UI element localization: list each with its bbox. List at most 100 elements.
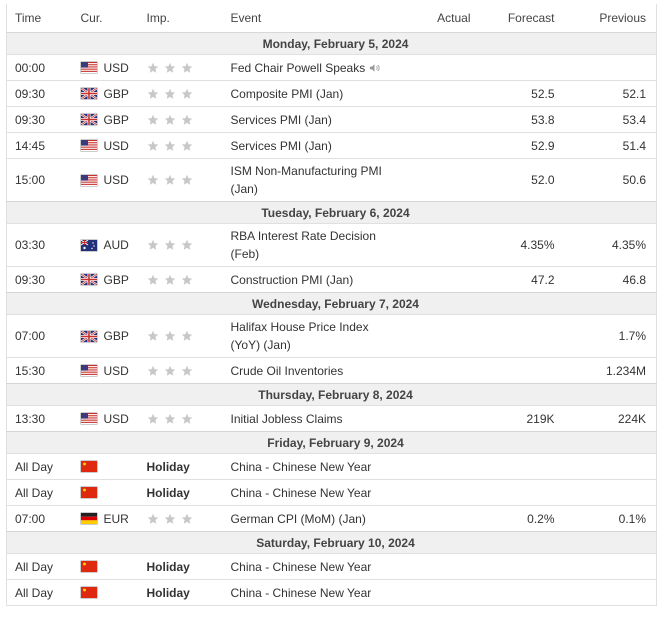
event-row[interactable]: All Day Holiday China - Chinese New Year [6, 553, 657, 580]
event-title[interactable]: Services PMI (Jan) [230, 112, 332, 127]
forecast-value [480, 579, 565, 606]
col-time[interactable]: Time [6, 4, 73, 33]
actual-value [414, 453, 481, 480]
importance-stars-icon [147, 365, 227, 377]
event-row[interactable]: 14:45 USD Services PMI (Jan) 52.9 51.4 [6, 132, 657, 159]
event-row[interactable]: 15:00 USD ISM Non-Manufacturing PMI (Jan) 5… [6, 158, 657, 202]
event-time: All Day [6, 579, 73, 606]
uk-flag-icon [80, 274, 97, 285]
importance-cell: Holiday [138, 553, 227, 580]
currency-code: AUD [103, 238, 129, 252]
currency-cell: EUR [72, 505, 139, 532]
importance-stars-icon [147, 274, 227, 286]
event-title[interactable]: China - Chinese New Year [230, 559, 372, 574]
event-name: China - Chinese New Year [226, 579, 415, 606]
col-forecast[interactable]: Forecast [480, 4, 565, 33]
previous-value [564, 553, 657, 580]
event-row[interactable]: 13:30 USD Initial Jobless Claims 219K 224K [6, 405, 657, 432]
forecast-value [480, 54, 565, 81]
event-title[interactable]: ISM Non-Manufacturing PMI (Jan) [230, 164, 382, 196]
event-title[interactable]: Crude Oil Inventories [230, 363, 344, 378]
us-flag-icon [80, 140, 97, 151]
event-row[interactable]: 07:00 EUR German CPI (MoM) (Jan) 0.2% 0.1% [6, 505, 657, 532]
event-row[interactable]: All Day Holiday China - Chinese New Year [6, 479, 657, 506]
event-name: Fed Chair Powell Speaks [226, 54, 415, 81]
event-title[interactable]: Services PMI (Jan) [230, 138, 332, 153]
event-title[interactable]: Fed Chair Powell Speaks [230, 60, 366, 75]
event-row[interactable]: All Day Holiday China - Chinese New Year [6, 579, 657, 606]
event-title[interactable]: Construction PMI (Jan) [230, 272, 354, 287]
date-label: Friday, February 9, 2024 [6, 431, 657, 454]
event-title[interactable]: German CPI (MoM) (Jan) [230, 511, 366, 526]
date-row: Thursday, February 8, 2024 [6, 383, 657, 406]
forecast-value: 4.35% [480, 223, 565, 267]
previous-value [564, 453, 657, 480]
event-title[interactable]: RBA Interest Rate Decision (Feb) [230, 229, 376, 261]
importance-stars-icon [147, 88, 227, 100]
event-row[interactable]: All Day Holiday China - Chinese New Year [6, 453, 657, 480]
actual-value [414, 54, 481, 81]
importance-stars-icon [147, 140, 227, 152]
event-title[interactable]: China - Chinese New Year [230, 485, 372, 500]
previous-value: 46.8 [564, 266, 657, 293]
event-row[interactable]: 00:00 USD Fed Chair Powell Speaks [6, 54, 657, 81]
col-previous[interactable]: Previous [564, 4, 657, 33]
importance-cell [138, 223, 227, 267]
importance-cell [138, 314, 227, 358]
importance-cell: Holiday [138, 579, 227, 606]
importance-cell [138, 80, 227, 107]
importance-cell [138, 266, 227, 293]
actual-value [414, 158, 481, 202]
event-name: China - Chinese New Year [226, 553, 415, 580]
us-flag-icon [80, 62, 97, 73]
event-time: 00:00 [6, 54, 73, 81]
actual-value [414, 80, 481, 107]
currency-cell: USD [72, 132, 139, 159]
germany-flag-icon [80, 513, 97, 524]
importance-cell: Holiday [138, 479, 227, 506]
col-actual[interactable]: Actual [414, 4, 481, 33]
col-importance[interactable]: Imp. [138, 4, 227, 33]
actual-value [414, 579, 481, 606]
col-currency[interactable]: Cur. [72, 4, 139, 33]
col-event[interactable]: Event [226, 4, 415, 33]
event-row[interactable]: 09:30 GBP Composite PMI (Jan) 52.5 52.1 [6, 80, 657, 107]
currency-cell: USD [72, 405, 139, 432]
importance-stars-icon [147, 513, 227, 525]
event-row[interactable]: 09:30 GBP Services PMI (Jan) 53.8 53.4 [6, 106, 657, 133]
actual-value [414, 314, 481, 358]
event-row[interactable]: 09:30 GBP Construction PMI (Jan) 47.2 46.8 [6, 266, 657, 293]
importance-stars-icon [147, 239, 227, 251]
importance-cell [138, 405, 227, 432]
event-time: 07:00 [6, 505, 73, 532]
event-title[interactable]: China - Chinese New Year [230, 459, 372, 474]
previous-value: 4.35% [564, 223, 657, 267]
previous-value: 1.7% [564, 314, 657, 358]
currency-code: USD [103, 411, 129, 426]
forecast-value: 0.2% [480, 505, 565, 532]
china-flag-icon [80, 587, 97, 598]
forecast-value [480, 357, 565, 384]
actual-value [414, 106, 481, 133]
importance-cell [138, 54, 227, 81]
australia-flag-icon [80, 239, 97, 251]
event-row[interactable]: 03:30 AUD RBA Interest Rate Decision (Feb)… [6, 223, 657, 267]
event-title[interactable]: Initial Jobless Claims [230, 411, 343, 426]
currency-code: USD [103, 173, 129, 187]
event-name: China - Chinese New Year [226, 453, 415, 480]
event-name: China - Chinese New Year [226, 479, 415, 506]
event-title[interactable]: China - Chinese New Year [230, 585, 372, 600]
event-row[interactable]: 15:30 USD Crude Oil Inventories 1.234M [6, 357, 657, 384]
previous-value [564, 54, 657, 81]
event-row[interactable]: 07:00 GBP Halifax House Price Index (YoY) … [6, 314, 657, 358]
importance-cell [138, 106, 227, 133]
event-name: Initial Jobless Claims [226, 405, 415, 432]
forecast-value [480, 314, 565, 358]
importance-cell [138, 505, 227, 532]
event-title[interactable]: Halifax House Price Index (YoY) (Jan) [230, 320, 369, 352]
china-flag-icon [80, 461, 97, 472]
event-title[interactable]: Composite PMI (Jan) [230, 86, 344, 101]
event-name: Services PMI (Jan) [226, 132, 415, 159]
calendar-table: Time Cur. Imp. Event Actual Forecast Pre… [6, 4, 657, 606]
event-name: Halifax House Price Index (YoY) (Jan) [226, 314, 415, 358]
